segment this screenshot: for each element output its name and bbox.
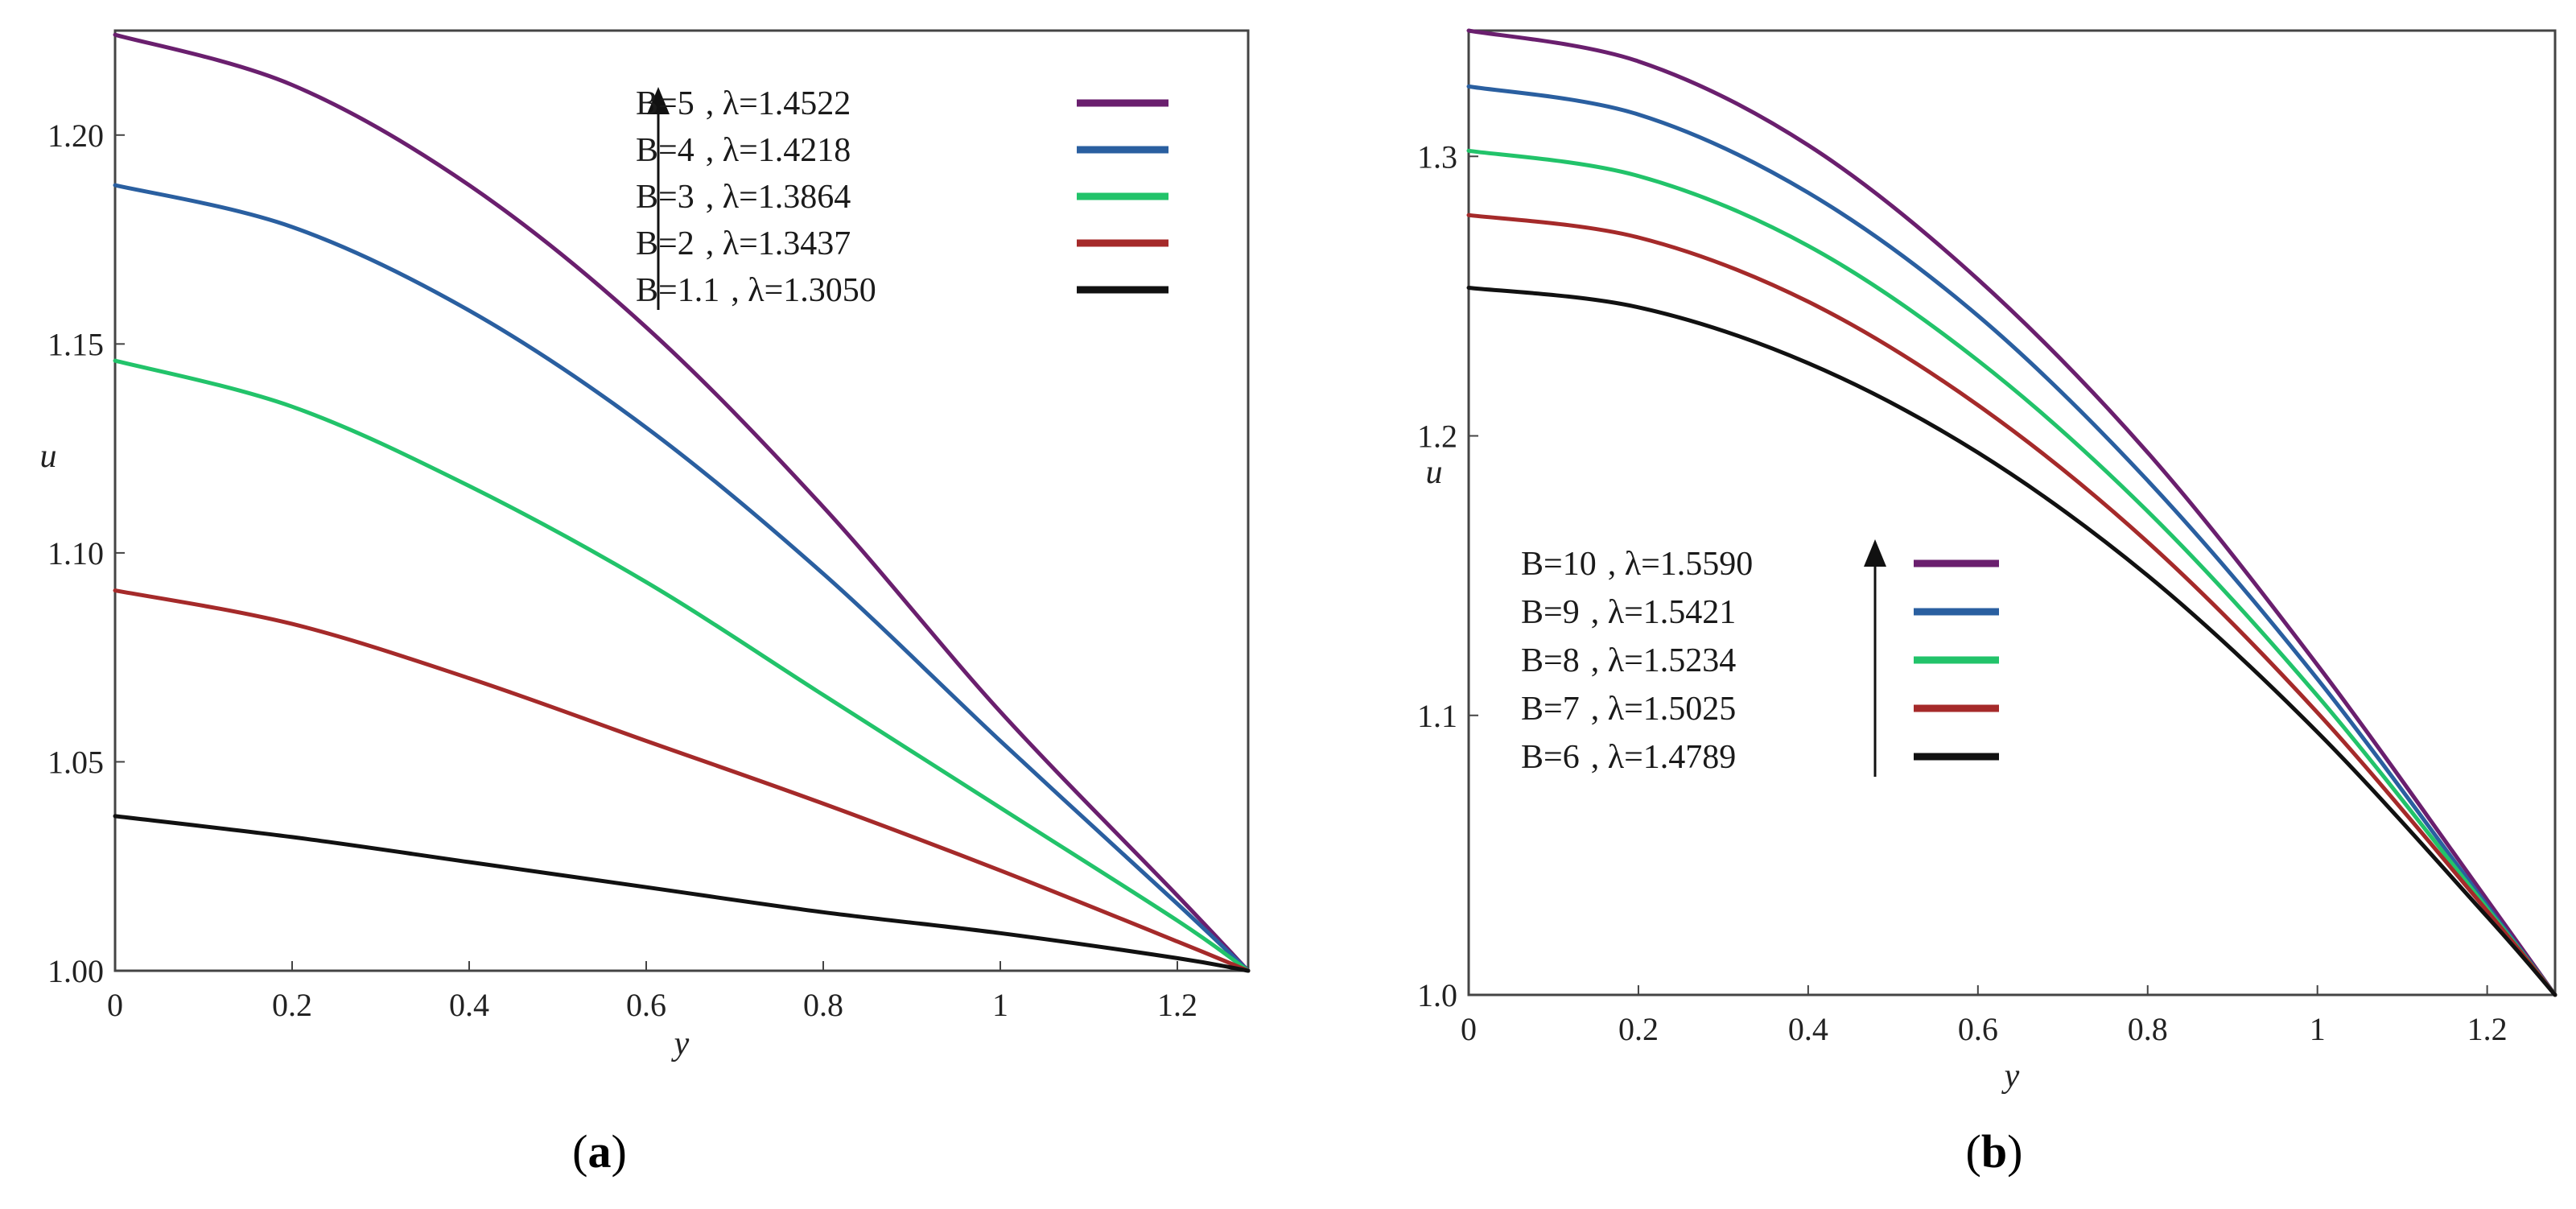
legend-entry-a-4: B=1.1, λ=1.3050 — [636, 272, 1168, 309]
series-line-b-4 — [1466, 286, 2557, 997]
x-tick-label-b-0: 0 — [1461, 1011, 1477, 1047]
plot-frame-a — [113, 29, 1250, 972]
y-tick-label-b-1: 1.1 — [1417, 698, 1457, 734]
x-tick-label-a-0: 0 — [107, 987, 123, 1023]
axis-ticks-b: 0 0.2 0.4 0.6 0.8 1 1.2 1.0 1.1 1.2 1.3 — [1417, 138, 2508, 1047]
y-tick-label-b-0: 1.0 — [1417, 977, 1457, 1013]
axis-ticks-a: 0 0.2 0.4 0.6 0.8 1 1.2 1.00 1.05 1.10 1.15 1.20 — [47, 118, 1197, 1023]
legend-label-b-0: B=10, λ=1.5590 — [1521, 546, 1753, 583]
y-tick-label-a-0: 1.00 — [47, 953, 104, 989]
legend-label-a-4: B=1.1, λ=1.3050 — [636, 272, 876, 309]
panel-label-a: (a) — [572, 1125, 627, 1178]
x-tick-label-a-4: 0.8 — [803, 987, 843, 1023]
y-tick-label-a-1: 1.05 — [47, 744, 104, 780]
x-axis-label-a: y — [671, 1025, 690, 1063]
legend-a: B=5, λ=1.4522 B=4, λ=1.4218 B=3, λ=1.3864 B… — [636, 85, 1168, 310]
legend-arrowhead-b — [1864, 539, 1886, 567]
x-tick-label-a-6: 1.2 — [1157, 987, 1197, 1023]
x-tick-label-a-1: 0.2 — [272, 987, 312, 1023]
x-tick-label-b-4: 0.8 — [2128, 1011, 2168, 1047]
legend-entry-a-3: B=2, λ=1.3437 — [636, 225, 1168, 262]
series-line-b-3 — [1466, 213, 2557, 997]
legend-entry-a-2: B=3, λ=1.3864 — [636, 179, 1168, 216]
series-line-a-2 — [113, 358, 1251, 973]
legend-entry-b-0: B=10, λ=1.5590 — [1521, 546, 1999, 583]
series-line-b-2 — [1466, 148, 2557, 997]
legend-entry-b-3: B=7, λ=1.5025 — [1521, 691, 1999, 728]
y-axis-label-a: u — [40, 438, 57, 475]
x-tick-label-a-2: 0.4 — [449, 987, 489, 1023]
x-tick-label-a-5: 1 — [992, 987, 1008, 1023]
legend-entry-a-0: B=5, λ=1.4522 — [636, 85, 1168, 122]
plot-frame-b — [1467, 29, 2557, 996]
legend-entry-b-2: B=8, λ=1.5234 — [1521, 642, 1999, 679]
series-lines-a — [113, 32, 1251, 973]
legend-label-b-3: B=7, λ=1.5025 — [1521, 691, 1736, 728]
legend-entry-b-4: B=6, λ=1.4789 — [1521, 739, 1999, 776]
legend-entry-b-1: B=9, λ=1.5421 — [1521, 594, 1999, 631]
y-tick-label-a-3: 1.15 — [47, 326, 104, 362]
legend-label-a-0: B=5, λ=1.4522 — [636, 85, 851, 122]
y-tick-label-a-4: 1.20 — [47, 118, 104, 154]
series-lines-b — [1466, 28, 2557, 997]
legend-label-b-2: B=8, λ=1.5234 — [1521, 642, 1736, 679]
panel-a: 0 0.2 0.4 0.6 0.8 1 1.21.001.051.101.151.20 y … — [40, 29, 1251, 1178]
legend-entry-a-1: B=4, λ=1.4218 — [636, 132, 1168, 169]
series-line-a-4 — [113, 814, 1251, 973]
legend-label-a-1: B=4, λ=1.4218 — [636, 132, 851, 169]
panel-b: 0 0.2 0.4 0.6 0.8 1 1.2 1.0 1.1 1.2 1.3 y u B=10, … — [1417, 28, 2557, 1178]
series-line-a-3 — [113, 588, 1251, 973]
y-tick-label-b-3: 1.3 — [1417, 138, 1457, 175]
x-tick-label-b-6: 1.2 — [2467, 1011, 2508, 1047]
x-tick-label-b-1: 0.2 — [1618, 1011, 1659, 1047]
x-axis-label-b: y — [2001, 1058, 2020, 1095]
series-line-b-0 — [1466, 28, 2557, 997]
series-line-a-0 — [113, 32, 1251, 973]
x-tick-label-b-5: 1 — [2310, 1011, 2326, 1047]
panel-label-b: (b) — [1966, 1125, 2023, 1178]
x-tick-label-b-2: 0.4 — [1788, 1011, 1828, 1047]
legend-label-b-4: B=6, λ=1.4789 — [1521, 739, 1736, 776]
legend-label-b-1: B=9, λ=1.5421 — [1521, 594, 1736, 631]
legend-label-a-2: B=3, λ=1.3864 — [636, 179, 851, 216]
legend-b: B=10, λ=1.5590 B=9, λ=1.5421 B=8, λ=1.5234… — [1521, 539, 1999, 777]
x-tick-label-b-3: 0.6 — [1958, 1011, 1998, 1047]
y-axis-label-b: u — [1426, 454, 1443, 491]
x-tick-label-a-3: 0.6 — [626, 987, 666, 1023]
y-tick-label-b-2: 1.2 — [1417, 419, 1457, 455]
y-tick-label-a-2: 1.10 — [47, 535, 104, 571]
legend-label-a-3: B=2, λ=1.3437 — [636, 225, 851, 262]
series-line-a-1 — [113, 183, 1251, 973]
legend-arrowhead-a — [647, 87, 670, 114]
series-line-b-1 — [1466, 84, 2557, 997]
